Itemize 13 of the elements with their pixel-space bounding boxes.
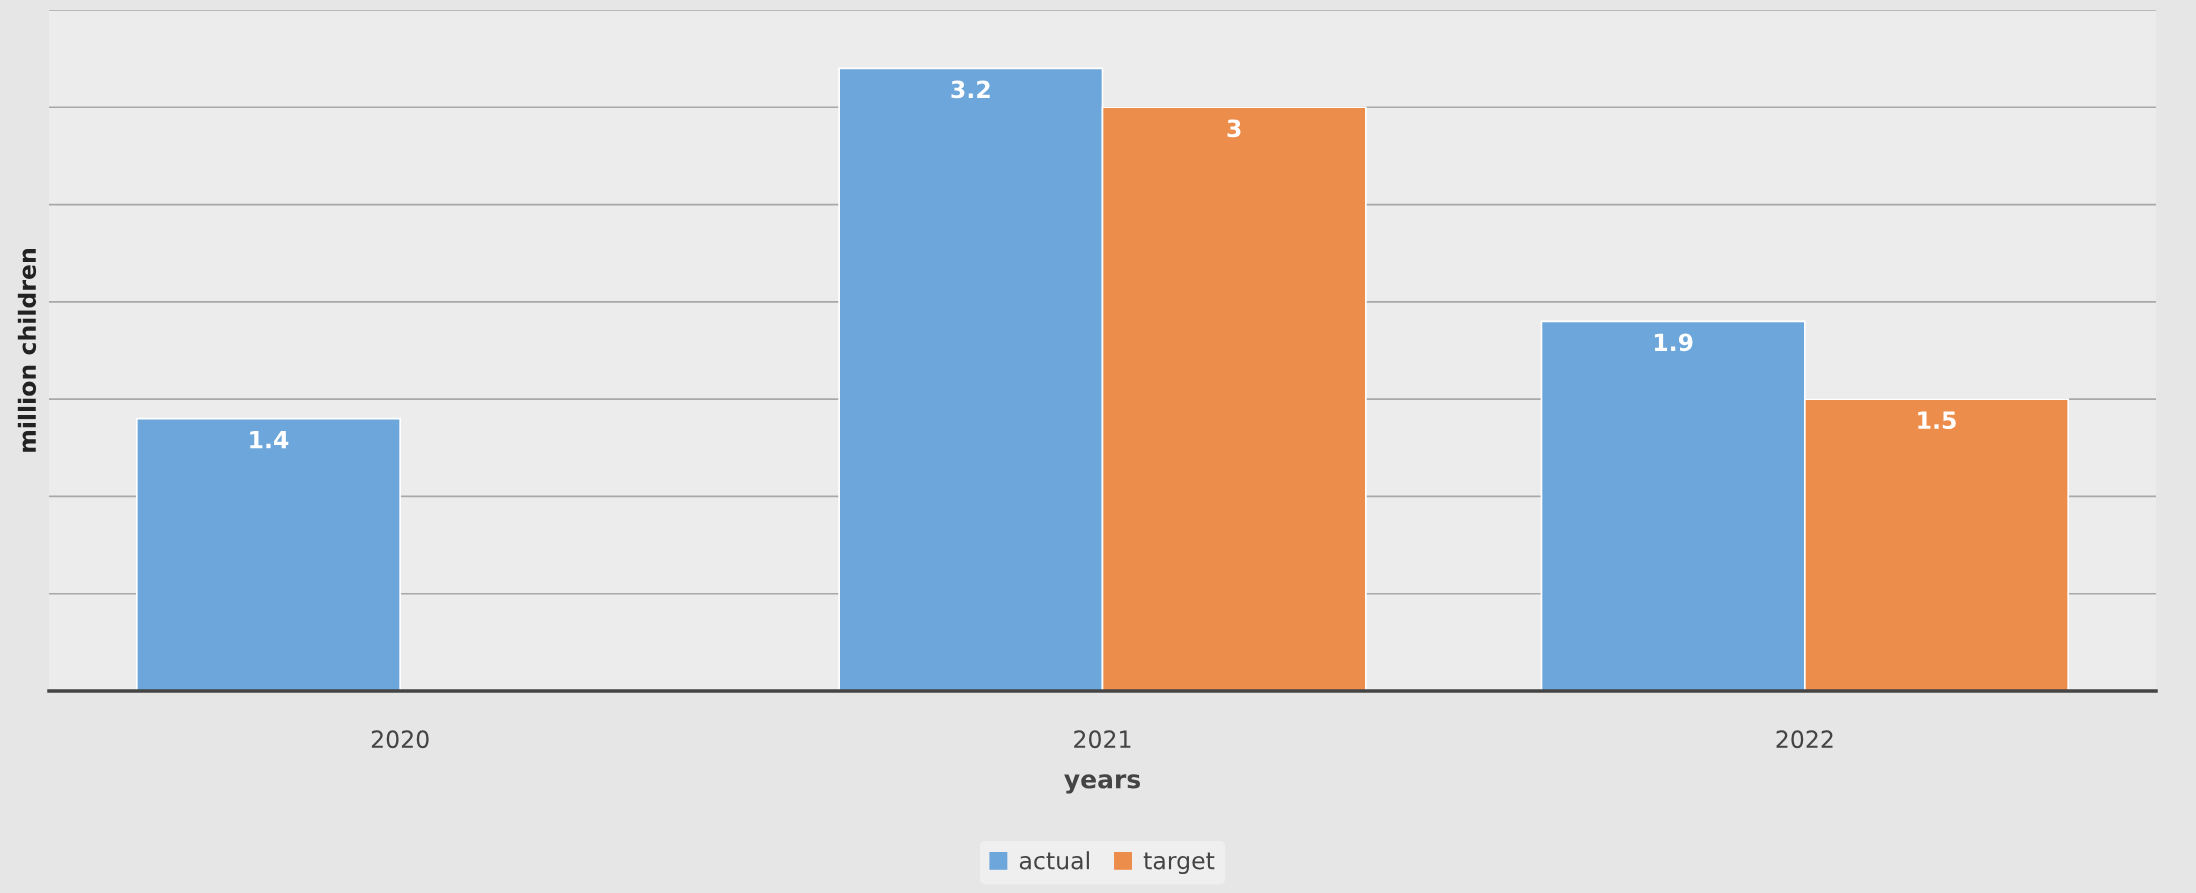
y-axis-title: million children [17, 249, 37, 452]
legend-label: actual [1019, 851, 1089, 870]
x-tick-label: 2020 [371, 730, 429, 749]
data-label: 3.2 [951, 80, 990, 99]
x-tick-label: 2021 [1074, 730, 1131, 749]
data-label: 1.4 [250, 431, 289, 449]
data-label: 1.9 [1654, 333, 1693, 352]
legend-label: target [1143, 852, 1215, 875]
data-label: 3 [1227, 119, 1241, 138]
data-label: 1.5 [1918, 411, 1956, 430]
bar [135, 417, 402, 691]
x-axis-title: years [1064, 774, 1140, 794]
x-tick-label: 2022 [1776, 730, 1833, 749]
